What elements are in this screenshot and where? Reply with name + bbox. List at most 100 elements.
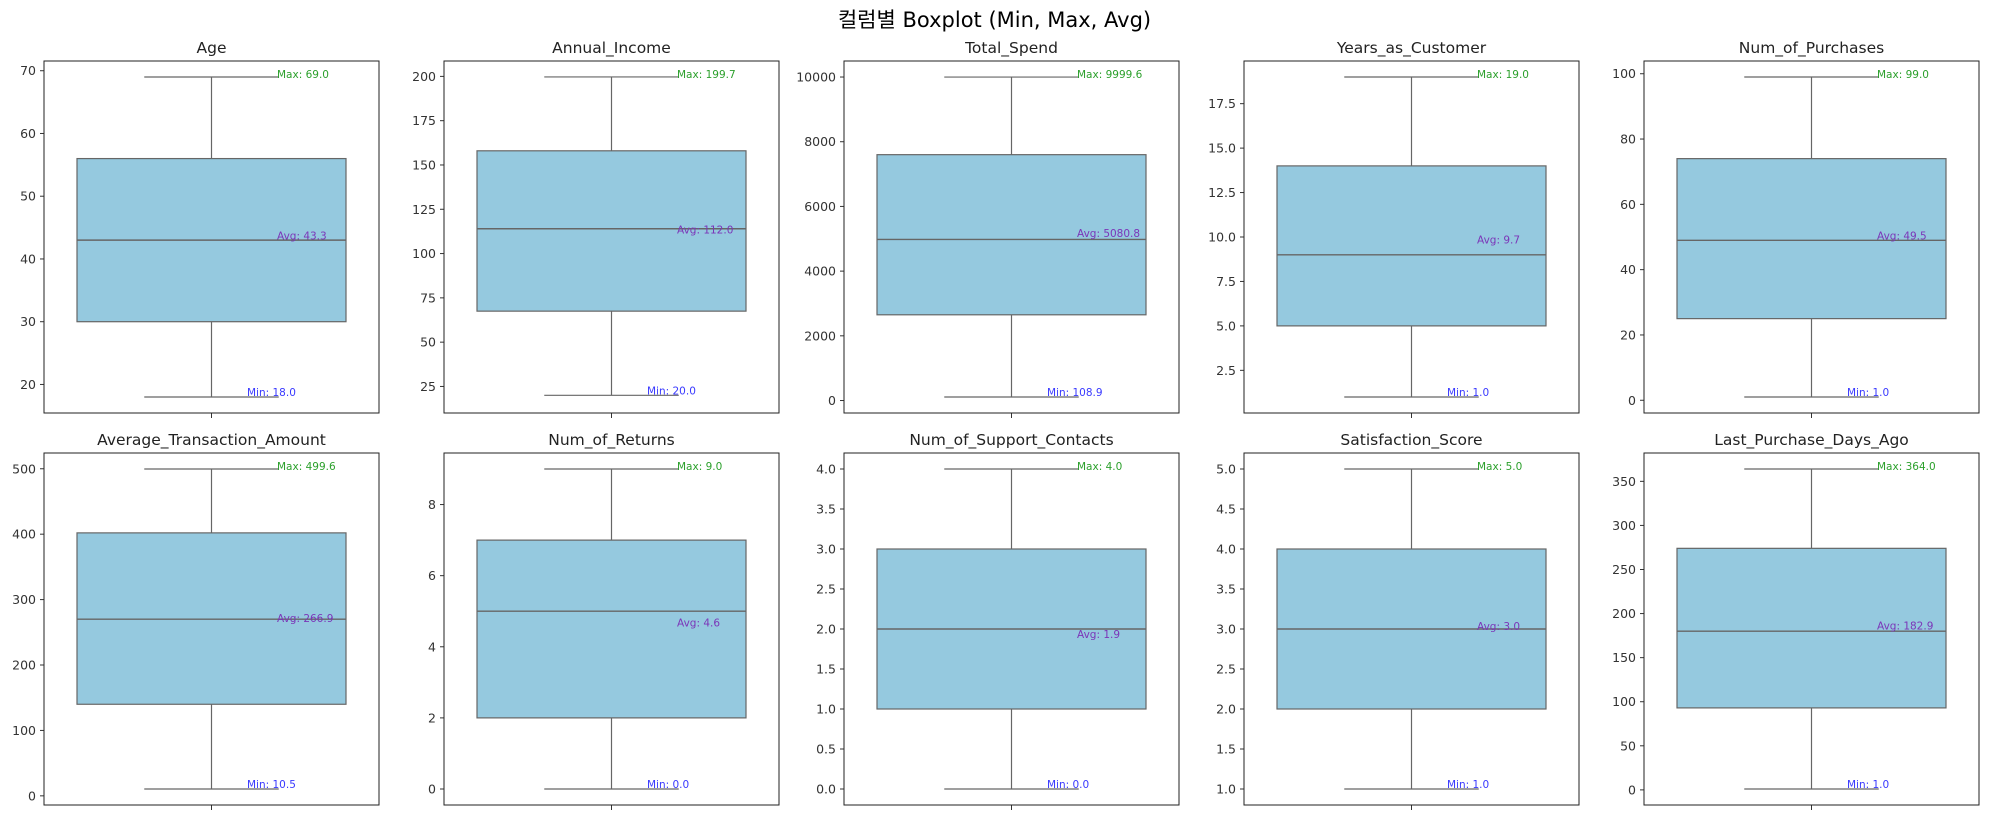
max-label: Max: 9.0 [677, 461, 722, 473]
y-tick-label: 250 [1612, 562, 1636, 577]
y-tick-label: 150 [1612, 650, 1636, 665]
y-tick-label: 100 [12, 723, 36, 738]
y-tick-label: 7.5 [1216, 274, 1236, 289]
max-label: Max: 5.0 [1477, 461, 1522, 473]
avg-label: Avg: 266.9 [277, 613, 333, 625]
y-tick-label: 10000 [796, 70, 836, 85]
y-tick-label: 100 [1612, 694, 1636, 709]
y-tick-label: 150 [412, 157, 436, 172]
y-tick-label: 200 [12, 658, 36, 673]
y-tick-label: 0 [828, 393, 836, 408]
subplot-title: Annual_Income [552, 39, 671, 58]
box [1676, 158, 1947, 320]
avg-label: Avg: 43.3 [277, 230, 327, 242]
y-tick-label: 15.0 [1208, 141, 1236, 156]
y-tick-label: 40 [1620, 262, 1636, 277]
y-tick-label: 40 [20, 251, 36, 266]
y-tick-label: 1.0 [816, 702, 836, 717]
axes-frame [1243, 60, 1580, 414]
y-tick-label: 50 [1620, 738, 1636, 753]
y-tick-label: 12.5 [1208, 185, 1236, 200]
y-tick-label: 4000 [804, 264, 836, 279]
y-tick-label: 0 [1628, 782, 1636, 797]
subplot-title: Num_of_Returns [548, 431, 674, 450]
y-tick-label: 2.0 [1216, 702, 1236, 717]
subplot: Annual_Income 25 50 75 100 125 150 175 200 Max: 1… [412, 39, 780, 418]
avg-label: Avg: 3.0 [1477, 621, 1520, 633]
axes-frame [43, 452, 380, 806]
subplot: Num_of_Support_Contacts 0.0 0.5 1.0 1.5 2.0 2.… [816, 431, 1180, 810]
box [1676, 547, 1947, 709]
y-tick-label: 60 [1620, 197, 1636, 212]
axes-frame [1243, 452, 1580, 806]
y-tick-label: 4.0 [1216, 542, 1236, 557]
y-tick-label: 500 [12, 461, 36, 476]
avg-label: Avg: 4.6 [677, 617, 720, 629]
y-tick-label: 5.0 [1216, 462, 1236, 477]
axes-frame [1643, 60, 1980, 414]
y-tick-label: 4.0 [816, 462, 836, 477]
y-tick-label: 20 [20, 377, 36, 392]
subplot-title: Num_of_Support_Contacts [909, 431, 1113, 450]
axes-frame [443, 452, 780, 806]
y-tick-label: 200 [1612, 606, 1636, 621]
box [476, 539, 747, 719]
y-tick-label: 3.5 [816, 502, 836, 517]
min-label: Min: 1.0 [1447, 779, 1489, 791]
y-tick-label: 3.5 [1216, 582, 1236, 597]
box [476, 150, 747, 312]
y-tick-label: 2000 [804, 328, 836, 343]
y-tick-label: 50 [20, 189, 36, 204]
subplot-title: Years_as_Customer [1336, 39, 1487, 58]
min-label: Min: 18.0 [247, 387, 296, 399]
y-tick-label: 4 [428, 639, 436, 654]
box [876, 154, 1147, 316]
y-tick-label: 100 [1612, 66, 1636, 81]
max-label: Max: 99.0 [1877, 69, 1929, 81]
subplot: Average_Transaction_Amount 0 100 200 300 400 5… [12, 431, 380, 810]
axes-frame [443, 60, 780, 414]
avg-label: Avg: 49.5 [1877, 231, 1927, 243]
y-tick-label: 175 [412, 113, 436, 128]
axes-frame [1643, 452, 1980, 806]
y-tick-label: 0 [1628, 393, 1636, 408]
y-tick-label: 0 [28, 788, 36, 803]
min-label: Min: 0.0 [1047, 779, 1089, 791]
y-tick-label: 50 [420, 335, 436, 350]
avg-label: Avg: 9.7 [1477, 234, 1520, 246]
subplot-title: Age [197, 39, 227, 57]
y-tick-label: 75 [420, 290, 436, 305]
axes-frame [843, 60, 1180, 414]
max-label: Max: 199.7 [677, 69, 736, 81]
y-tick-label: 20 [1620, 327, 1636, 342]
max-label: Max: 4.0 [1077, 461, 1122, 473]
y-tick-label: 1.5 [816, 662, 836, 677]
y-tick-label: 3.0 [816, 542, 836, 557]
subplot-title: Total_Spend [964, 39, 1058, 58]
max-label: Max: 19.0 [1477, 69, 1529, 81]
subplot: Total_Spend 0 2000 4000 6000 8000 10000 Max: 99… [796, 39, 1180, 418]
y-tick-label: 1.0 [1216, 782, 1236, 797]
subplot-title: Last_Purchase_Days_Ago [1714, 431, 1909, 450]
subplot-title: Average_Transaction_Amount [97, 431, 326, 450]
max-label: Max: 9999.6 [1077, 69, 1143, 81]
y-tick-label: 300 [1612, 518, 1636, 533]
y-tick-label: 350 [1612, 474, 1636, 489]
min-label: Min: 20.0 [647, 385, 696, 397]
y-tick-label: 100 [412, 246, 436, 261]
y-tick-label: 2.5 [816, 582, 836, 597]
y-tick-label: 0 [428, 782, 436, 797]
axes-frame [843, 452, 1180, 806]
y-tick-label: 6 [428, 568, 436, 583]
subplot: Num_of_Returns 0 2 4 6 8 Max: 9.0 Avg: 4.6 Min: … [428, 431, 780, 810]
y-tick-label: 2.5 [1216, 363, 1236, 378]
avg-label: Avg: 5080.8 [1077, 228, 1140, 240]
min-label: Min: 1.0 [1447, 387, 1489, 399]
subplot: Satisfaction_Score 1.0 1.5 2.0 2.5 3.0 3.5 4.0 4… [1216, 431, 1580, 810]
min-label: Min: 1.0 [1847, 387, 1889, 399]
box [1276, 165, 1547, 327]
min-label: Min: 10.5 [247, 779, 296, 791]
y-tick-label: 8 [428, 497, 436, 512]
